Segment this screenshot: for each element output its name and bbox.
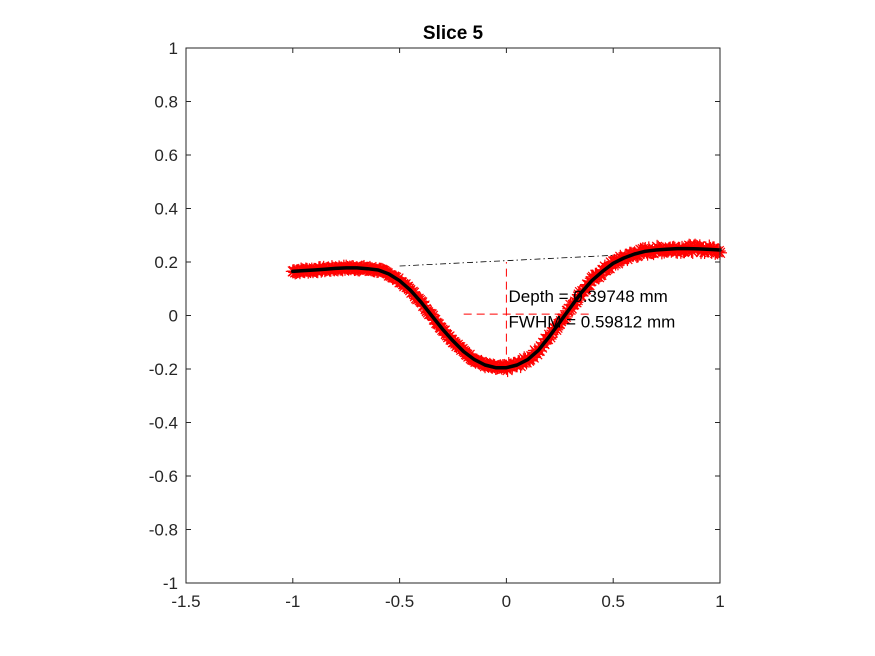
plot-area <box>186 48 720 583</box>
y-tick-label: 0.8 <box>154 93 178 112</box>
y-tick-label: 0.4 <box>154 200 178 219</box>
y-tick-label: -0.2 <box>149 360 178 379</box>
y-tick-label: 0.2 <box>154 253 178 272</box>
x-tick-label: 0 <box>502 592 511 611</box>
y-tick-label: -0.8 <box>149 521 178 540</box>
y-tick-label: -0.6 <box>149 467 178 486</box>
x-tick-label: -1.5 <box>171 592 200 611</box>
baseline-line <box>399 254 614 267</box>
x-tick-label: 1 <box>715 592 724 611</box>
y-tick-label: 0 <box>169 307 178 326</box>
chart-title: Slice 5 <box>423 23 484 44</box>
x-tick-label: -0.5 <box>385 592 414 611</box>
depth-annotation: Depth = 0.39748 mm <box>509 287 668 306</box>
fwhm-annotation: FWHM = 0.59812 mm <box>509 313 676 332</box>
y-tick-label: -1 <box>163 574 178 593</box>
ticks-layer: -1.5 -1 -0.5 0 0.5 1-1-0.8-0.6-0.4-0.200.20.4… <box>149 39 725 611</box>
x-tick-label: -1 <box>285 592 300 611</box>
lines-layer <box>291 246 722 370</box>
fit-curve <box>291 246 722 370</box>
y-tick-label: -0.4 <box>149 414 178 433</box>
x-tick-label: 0.5 <box>601 592 625 611</box>
y-tick-label: 0.6 <box>154 146 178 165</box>
y-tick-label: 1 <box>169 39 178 58</box>
